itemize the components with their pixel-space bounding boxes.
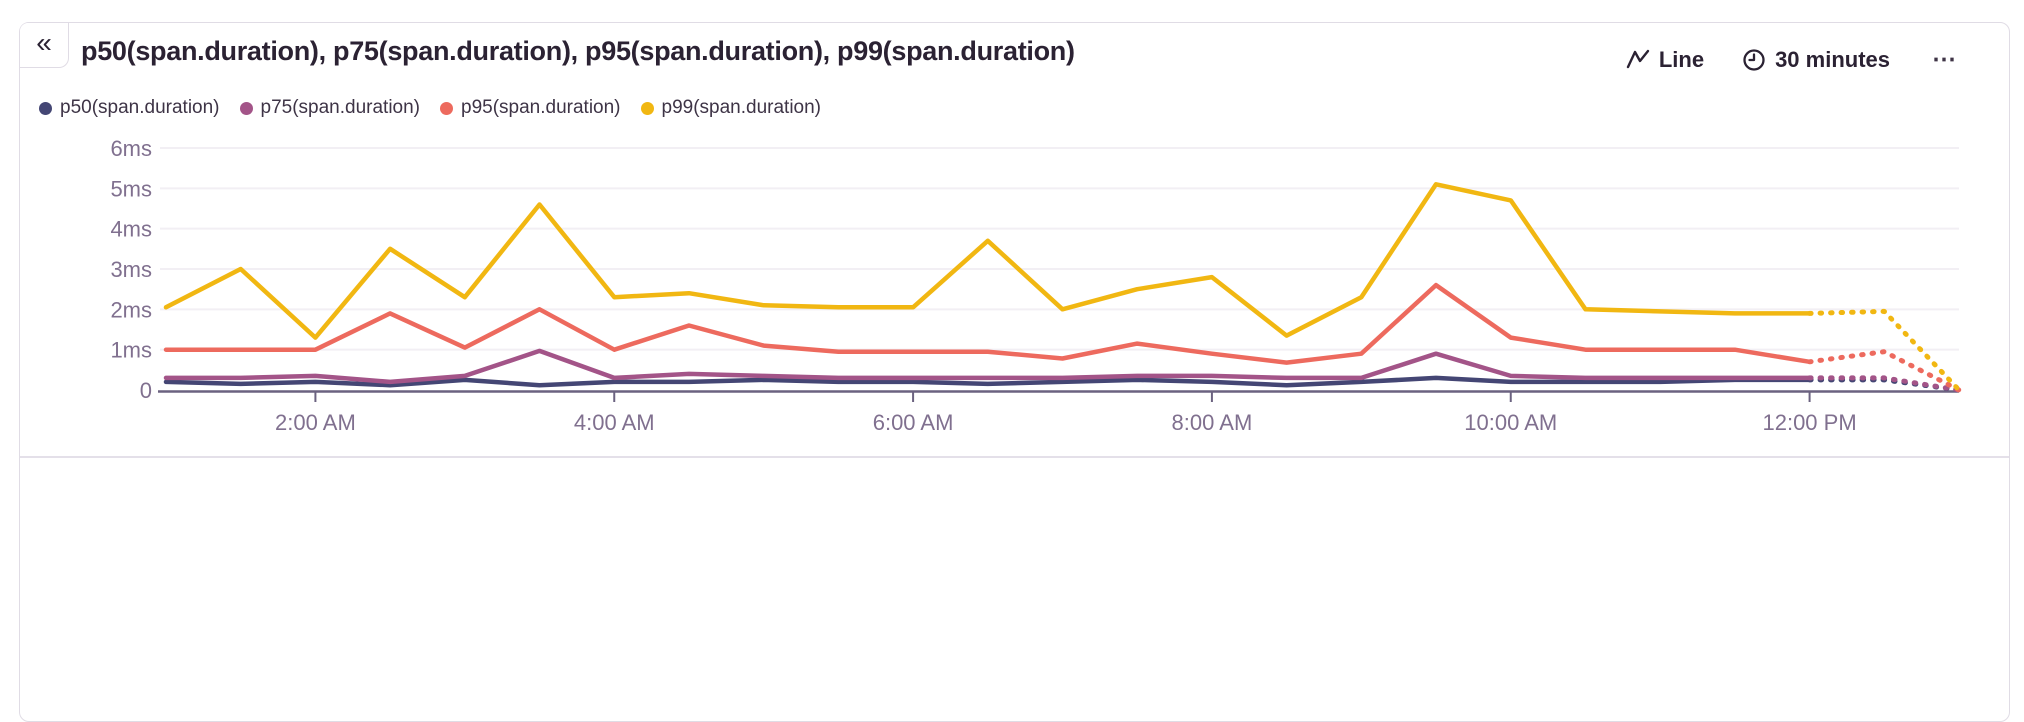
y-axis-label: 2ms [110, 297, 152, 322]
display-type-button[interactable]: Line [1626, 47, 1704, 73]
y-axis-label: 4ms [110, 217, 152, 242]
widget-options-button[interactable]: ⋯ [1928, 45, 1961, 74]
x-axis-label: 10:00 AM [1464, 410, 1557, 435]
chart-legend: p50(span.duration) p75(span.duration) p95(… [39, 97, 821, 119]
legend-item-p50[interactable]: p50(span.duration) [39, 97, 220, 119]
x-axis-label: 2:00 AM [275, 410, 356, 435]
x-axis-label: 12:00 PM [1762, 410, 1856, 435]
time-interval-label: 30 minutes [1775, 46, 1890, 72]
series-line-p75 [163, 348, 1812, 385]
page-title: p50(span.duration), p75(span.duration), … [81, 36, 1075, 66]
clock-icon [1743, 48, 1765, 71]
legend-dot [440, 101, 453, 115]
legend-dot [39, 101, 52, 115]
y-axis-label: 6ms [110, 136, 152, 161]
y-axis-label: 1ms [110, 338, 152, 363]
time-interval-button[interactable]: 30 minutes [1742, 47, 1890, 73]
chart-widget-card: « p50(span.duration), p75(span.duration)… [19, 22, 2010, 722]
line-chart-icon [1626, 49, 1650, 68]
x-axis-label: 4:00 AM [574, 410, 655, 435]
header-row: p50(span.duration), p75(span.duration), … [81, 36, 1961, 67]
chart-plot-area[interactable]: 0 1ms 2ms 3ms 4ms 5ms 6ms 2:00 AM 4:00 AM 6:00 AM… [20, 123, 2011, 453]
legend-label: p99(span.duration) [661, 97, 822, 118]
display-type-label: Line [1658, 46, 1705, 72]
x-axis-label: 8:00 AM [1172, 410, 1253, 435]
legend-item-p99[interactable]: p99(span.duration) [640, 97, 822, 119]
legend-label: p75(span.duration) [260, 97, 421, 118]
series-line-dotted-p95 [1807, 349, 1962, 393]
series-line-p95 [163, 282, 1812, 365]
ellipsis-icon: ⋯ [1932, 46, 1957, 73]
x-axis-label: 6:00 AM [873, 410, 954, 435]
y-axis-label: 5ms [110, 176, 152, 201]
section-divider [20, 456, 2009, 458]
series-line-p50 [163, 375, 1812, 388]
legend-dot [640, 101, 654, 115]
legend-dot [239, 101, 253, 115]
chart-controls: Line 30 minutes ⋯ [1626, 45, 1961, 74]
chevron-double-left-icon: « [36, 27, 52, 58]
series-line-p99 [163, 182, 1812, 340]
legend-label: p95(span.duration) [461, 97, 621, 118]
series-line-dotted-p99 [1807, 308, 1962, 393]
series-line-dotted-p75 [1807, 375, 1962, 393]
y-axis-label: 3ms [110, 257, 152, 282]
legend-label: p50(span.duration) [60, 97, 220, 118]
collapse-button[interactable]: « [20, 23, 69, 68]
legend-item-p75[interactable]: p75(span.duration) [239, 97, 421, 119]
y-axis-label: 0 [140, 378, 152, 403]
legend-item-p95[interactable]: p95(span.duration) [440, 97, 621, 119]
